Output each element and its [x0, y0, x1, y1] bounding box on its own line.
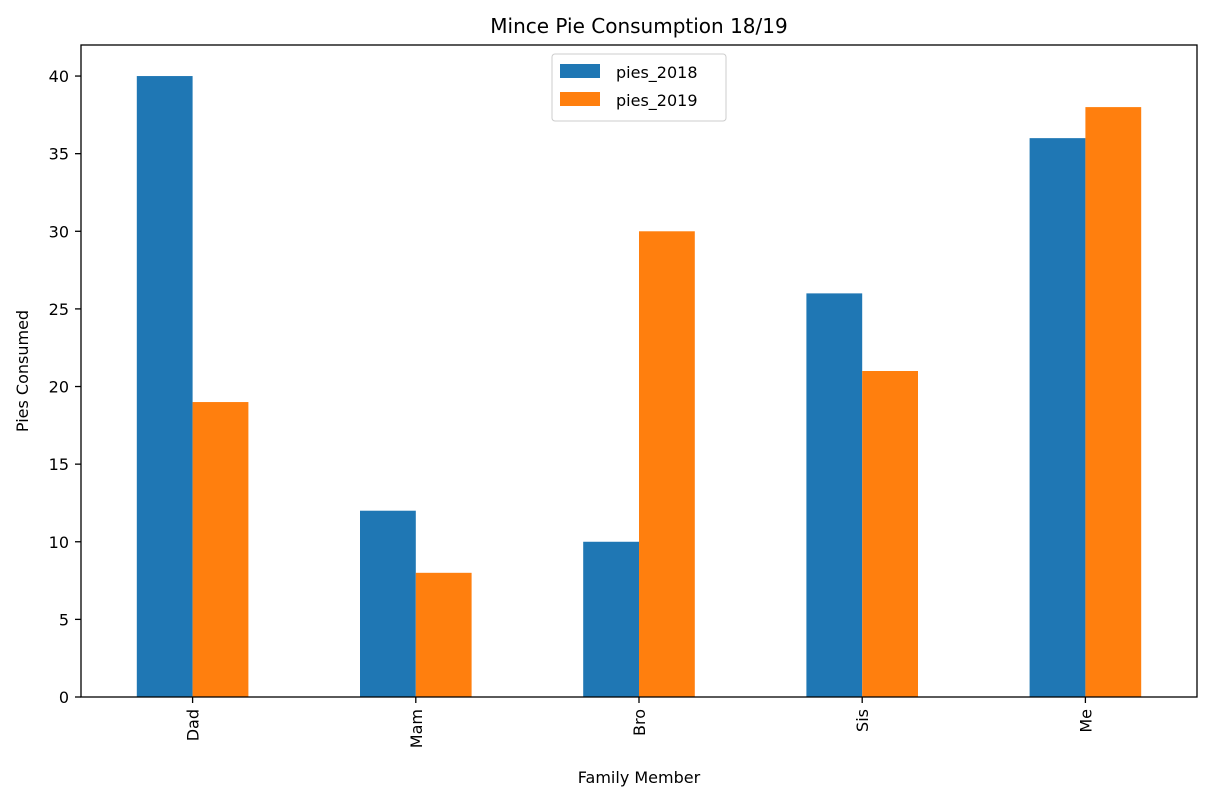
- legend-swatch-pies_2018: [560, 64, 600, 78]
- bar-pies_2018-bro: [583, 541, 639, 697]
- y-tick-label: 15: [49, 455, 69, 474]
- y-axis-ticks: 0 5 10 15 20 25 30 35 40: [49, 67, 81, 707]
- x-tick-label-me: Me: [1076, 709, 1095, 733]
- bar-pies_2019-dad: [192, 402, 249, 697]
- y-tick-label: 35: [49, 145, 69, 164]
- bar-pies_2018-mam: [360, 510, 416, 697]
- bar-pies_2018-dad: [136, 76, 193, 698]
- chart-title: Mince Pie Consumption 18/19: [490, 14, 787, 38]
- legend: pies_2018 pies_2019: [551, 53, 727, 122]
- x-axis-label: Family Member: [578, 768, 701, 787]
- y-tick-label: 30: [49, 222, 69, 241]
- bar-pies_2018-me: [1029, 138, 1086, 697]
- legend-label-pies_2019: pies_2019: [616, 91, 698, 111]
- y-tick-label: 0: [59, 688, 69, 707]
- legend-label-pies_2018: pies_2018: [616, 63, 698, 83]
- y-tick-label: 40: [49, 67, 69, 86]
- plot-area-frame: [80, 44, 1198, 698]
- x-tick-label-sis: Sis: [853, 709, 872, 732]
- bar-pies_2019-me: [1085, 107, 1142, 698]
- bar-pies_2019-bro: [639, 231, 695, 698]
- x-tick-label-mam: Mam: [407, 709, 426, 748]
- x-tick-label-dad: Dad: [184, 709, 203, 741]
- bar-pies_2019-sis: [862, 371, 918, 697]
- legend-swatch-pies_2019: [560, 92, 600, 106]
- y-tick-label: 10: [49, 533, 69, 552]
- x-axis-ticks: Dad Mam Bro Sis Me: [184, 697, 1095, 748]
- y-tick-label: 5: [59, 610, 69, 629]
- y-axis-label: Pies Consumed: [13, 310, 32, 432]
- bar-pies_2019-mam: [415, 572, 472, 697]
- bars-layer: [136, 76, 1142, 698]
- x-tick-label-bro: Bro: [630, 709, 649, 736]
- bar-pies_2018-sis: [806, 293, 863, 697]
- y-tick-label: 20: [49, 378, 69, 397]
- y-tick-label: 25: [49, 300, 69, 319]
